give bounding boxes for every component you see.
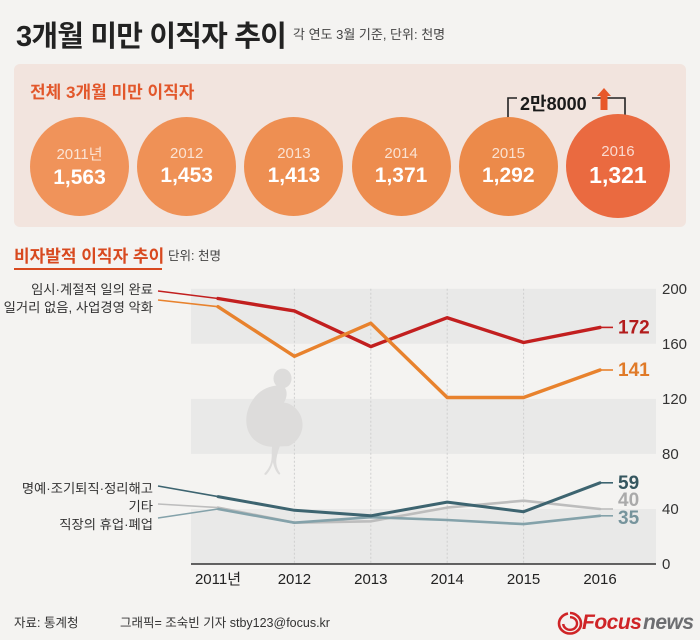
svg-text:2016: 2016 xyxy=(583,571,616,588)
svg-text:120: 120 xyxy=(662,391,687,408)
svg-text:80: 80 xyxy=(662,446,679,463)
svg-text:2011년: 2011년 xyxy=(195,571,241,588)
svg-text:임시·계절적 일의 완료: 임시·계절적 일의 완료 xyxy=(31,282,153,297)
svg-text:명예·조기퇴직·정리해고: 명예·조기퇴직·정리해고 xyxy=(22,481,153,496)
svg-text:2015: 2015 xyxy=(507,571,540,588)
svg-text:2014: 2014 xyxy=(431,571,464,588)
svg-text:기타: 기타 xyxy=(129,499,153,514)
svg-text:2013: 2013 xyxy=(354,571,387,588)
svg-text:40: 40 xyxy=(662,501,679,518)
svg-text:일거리 없음, 사업경영 악화: 일거리 없음, 사업경영 악화 xyxy=(4,300,153,315)
svg-text:160: 160 xyxy=(662,336,687,353)
svg-text:0: 0 xyxy=(662,556,670,573)
svg-text:172: 172 xyxy=(618,318,650,339)
svg-text:141: 141 xyxy=(618,360,650,381)
svg-text:2012: 2012 xyxy=(278,571,311,588)
svg-text:35: 35 xyxy=(618,508,640,529)
svg-text:직장의 휴업·폐업: 직장의 휴업·폐업 xyxy=(59,517,153,532)
svg-text:200: 200 xyxy=(662,281,687,298)
